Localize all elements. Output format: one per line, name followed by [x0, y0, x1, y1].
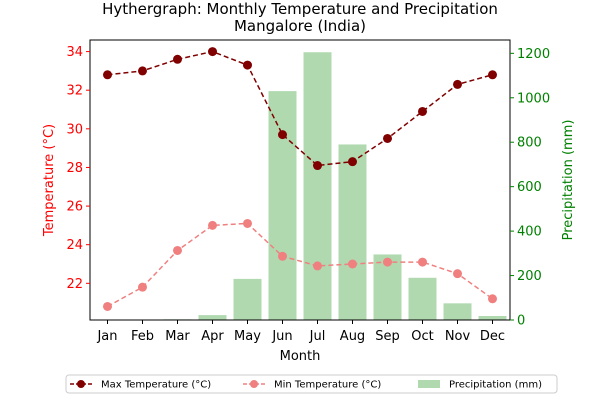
precip-bar-jun — [268, 91, 297, 320]
x-tick-label: Feb — [131, 329, 154, 344]
max-temp-point-jun — [278, 130, 287, 140]
legend-precip-swatch — [418, 380, 440, 388]
left-tick-label: 26 — [66, 200, 83, 215]
max-temp-point-nov — [453, 79, 462, 89]
x-tick-label: Sep — [375, 329, 400, 344]
left-tick-label: 22 — [66, 277, 83, 292]
precip-bar-apr — [198, 315, 227, 320]
legend-min-temp-label: Min Temperature (°C) — [274, 380, 381, 391]
max-temp-point-dec — [488, 70, 497, 80]
min-temp-point-aug — [348, 259, 357, 269]
plot-frame — [89, 39, 511, 321]
x-tick-label: Jun — [271, 329, 292, 344]
left-tick-label: 24 — [66, 238, 83, 253]
precip-bar-jul — [303, 52, 332, 320]
precip-bar-may — [233, 278, 262, 320]
max-temp-point-apr — [208, 47, 217, 57]
min-temp-point-jan — [103, 301, 112, 311]
max-temp-point-aug — [348, 157, 357, 167]
right-tick-label: 1000 — [517, 91, 550, 106]
x-tick-label: Nov — [445, 329, 471, 344]
min-temp-point-dec — [488, 294, 497, 304]
precip-bar-nov — [443, 303, 472, 320]
left-tick-label: 34 — [66, 45, 83, 60]
x-tick-label: Jan — [96, 329, 117, 344]
precip-bar-dec — [478, 316, 507, 320]
right-tick-label: 200 — [517, 269, 542, 284]
min-temp-point-feb — [138, 282, 147, 292]
precip-bar-aug — [338, 144, 367, 320]
legend-min-temp-marker — [250, 380, 258, 388]
min-temp-point-nov — [453, 269, 462, 279]
right-axis-label: Precipitation (mm) — [561, 120, 576, 241]
min-temp-point-jun — [278, 251, 287, 261]
max-temp-point-oct — [418, 106, 427, 116]
legend-max-temp-marker — [77, 380, 85, 388]
x-axis-label: Month — [280, 349, 321, 364]
right-tick-label: 0 — [517, 314, 525, 329]
legend-precip-label: Precipitation (mm) — [449, 380, 542, 391]
max-temp-point-jul — [313, 161, 322, 171]
x-tick-label: May — [234, 329, 261, 344]
min-temp-point-mar — [173, 245, 182, 255]
max-temp-point-jan — [103, 70, 112, 80]
precip-bar-oct — [408, 277, 437, 320]
left-tick-label: 30 — [66, 122, 83, 137]
legend-box — [65, 374, 558, 394]
min-temp-line — [107, 222, 493, 308]
x-tick-label: Dec — [480, 329, 505, 344]
min-temp-point-jul — [313, 261, 322, 271]
x-tick-label: Jul — [309, 329, 326, 344]
min-temp-point-may — [243, 218, 252, 228]
right-tick-label: 400 — [517, 225, 542, 240]
max-temp-line — [107, 50, 493, 167]
left-tick-label: 32 — [66, 84, 83, 99]
x-tick-label: Apr — [201, 329, 224, 344]
max-temp-point-may — [243, 60, 252, 70]
x-tick-label: Mar — [165, 329, 190, 344]
max-temp-point-sep — [383, 133, 392, 143]
min-temp-point-apr — [208, 220, 217, 230]
min-temp-point-sep — [383, 257, 392, 267]
left-axis-label: Temperature (°C) — [42, 124, 57, 237]
min-temp-point-oct — [418, 257, 427, 267]
right-tick-label: 800 — [517, 136, 542, 151]
left-tick-label: 28 — [66, 161, 83, 176]
max-temp-point-mar — [173, 54, 182, 64]
chart-subtitle: Mangalore (India) — [233, 17, 367, 35]
x-tick-label: Oct — [411, 329, 433, 344]
max-temp-point-feb — [138, 66, 147, 76]
chart-title: Hythergraph: Monthly Temperature and Pre… — [102, 0, 498, 18]
right-tick-label: 1200 — [517, 47, 550, 62]
x-tick-label: Aug — [340, 329, 365, 344]
legend-max-temp-label: Max Temperature (°C) — [101, 380, 211, 391]
right-tick-label: 600 — [517, 180, 542, 195]
